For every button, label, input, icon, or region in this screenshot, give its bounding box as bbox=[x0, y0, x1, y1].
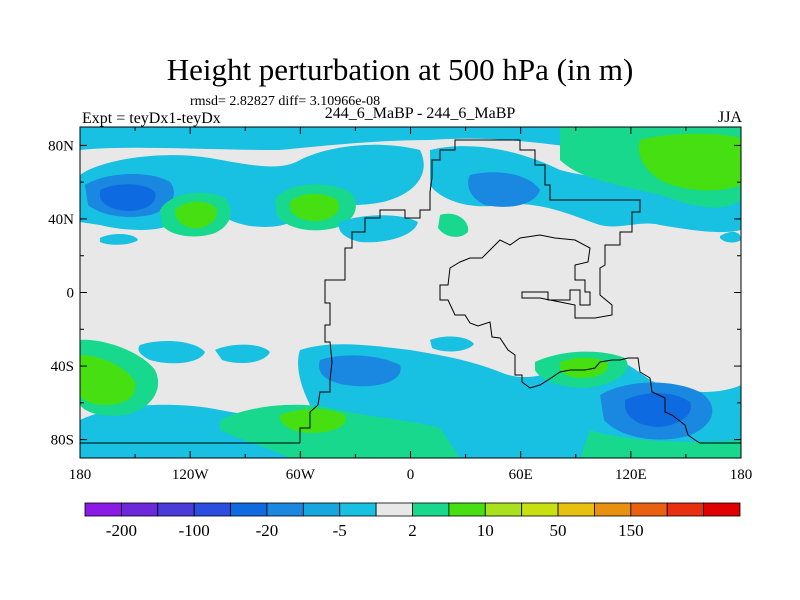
x-tick-label: 120W bbox=[172, 467, 210, 483]
colorbar-swatch bbox=[84, 502, 122, 517]
contour-positive-mid-east bbox=[438, 213, 469, 237]
colorbar-swatch bbox=[666, 502, 705, 517]
y-tick-label: 80N bbox=[48, 138, 74, 154]
colorbar-swatch bbox=[630, 502, 668, 517]
colorbar-swatch bbox=[412, 502, 450, 517]
colorbar-swatch bbox=[448, 502, 486, 517]
colorbar-label: 2 bbox=[408, 521, 417, 540]
contour-northern-core-west-deep bbox=[100, 184, 156, 211]
x-tick-label: 180 bbox=[69, 467, 92, 483]
land-outline-west-continent bbox=[299, 139, 741, 444]
colorbar-label: -20 bbox=[256, 521, 279, 540]
chart-subtitle: rmsd= 2.82827 diff= 3.10966e-08 bbox=[190, 94, 381, 109]
y-tick-label: 40N bbox=[48, 212, 74, 228]
colorbar-swatch bbox=[703, 502, 741, 517]
x-tick-label: 180 bbox=[730, 467, 753, 483]
contour-positive-south-east-core bbox=[559, 357, 609, 378]
y-tick-label: 0 bbox=[67, 286, 75, 302]
colorbar-swatch bbox=[157, 502, 195, 517]
colorbar-label: 10 bbox=[477, 521, 494, 540]
contour-small-south-mid-2 bbox=[215, 344, 270, 364]
chart-title: Height perturbation at 500 hPa (in m) bbox=[166, 52, 634, 87]
contour-small-south-mid-3 bbox=[430, 336, 474, 352]
contour-positive-south-west-core bbox=[80, 355, 136, 405]
colorbar-swatch bbox=[557, 502, 595, 517]
x-tick-label: 120E bbox=[615, 467, 647, 483]
contour-southern-core-mid bbox=[319, 355, 401, 387]
contour-small-mid bbox=[338, 215, 418, 243]
colorbar: -200 -100 -20 -5 2 10 50 150 bbox=[84, 502, 741, 540]
colorbar-label: -100 bbox=[179, 521, 210, 540]
contour-positive-south-pole bbox=[580, 430, 741, 458]
colorbar-swatch bbox=[230, 502, 268, 517]
x-tick-label: 60E bbox=[509, 467, 533, 483]
contour-northern-core-east bbox=[468, 172, 540, 207]
season-label: JJA bbox=[717, 109, 742, 126]
experiment-label: Expt = teyDx1-teyDx bbox=[82, 110, 221, 127]
contour-positive-north-west-core bbox=[175, 201, 217, 229]
contour-arctic-positive-core bbox=[638, 133, 741, 191]
land-outline bbox=[80, 139, 741, 444]
y-tick-label: 80S bbox=[51, 433, 74, 449]
colorbar-swatch bbox=[302, 502, 341, 517]
colorbar-swatch bbox=[594, 502, 632, 517]
colorbar-swatch bbox=[266, 502, 304, 517]
colorbar-swatch bbox=[339, 502, 377, 517]
colorbar-swatch bbox=[521, 502, 559, 517]
contour-positive-north-mid-core bbox=[290, 193, 340, 222]
colorbar-label: -200 bbox=[106, 521, 137, 540]
axes: 180 120W 60W 0 60E 120E 180 80N 40N 0 40S 80S bbox=[48, 127, 752, 483]
center-label: 244_6_MaBP - 244_6_MaBP bbox=[324, 105, 516, 122]
contour-positive-south-band-core bbox=[280, 409, 346, 433]
contour-small-south-mid bbox=[138, 340, 205, 364]
contour-southern-core-east-deep bbox=[625, 393, 691, 427]
y-tick-label: 40S bbox=[51, 359, 74, 375]
colorbar-label: 50 bbox=[550, 521, 567, 540]
contour-field bbox=[80, 127, 741, 458]
colorbar-label: -5 bbox=[333, 521, 347, 540]
x-tick-label: 60W bbox=[286, 467, 316, 483]
colorbar-swatch bbox=[375, 502, 413, 517]
colorbar-swatch bbox=[120, 502, 159, 517]
x-tick-label: 0 bbox=[407, 467, 415, 483]
contour-positive-south-band bbox=[220, 404, 460, 458]
colorbar-label: 150 bbox=[618, 521, 644, 540]
colorbar-swatch bbox=[193, 502, 231, 517]
contour-small-west bbox=[100, 234, 138, 245]
colorbar-swatch bbox=[484, 502, 523, 517]
contour-small-east bbox=[720, 231, 741, 243]
